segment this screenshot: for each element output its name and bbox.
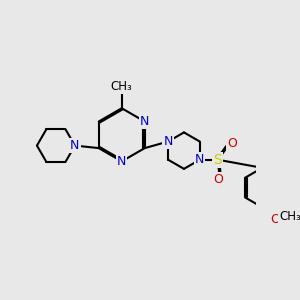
Text: N: N	[195, 153, 204, 166]
Text: O: O	[213, 173, 223, 187]
Text: CH₃: CH₃	[279, 210, 300, 223]
Text: S: S	[214, 153, 222, 167]
Text: N: N	[140, 115, 149, 128]
Text: N: N	[70, 139, 80, 152]
Text: N: N	[117, 155, 126, 168]
Text: CH₃: CH₃	[111, 80, 133, 93]
Text: O: O	[270, 214, 280, 226]
Text: O: O	[227, 137, 237, 150]
Text: N: N	[164, 135, 173, 148]
